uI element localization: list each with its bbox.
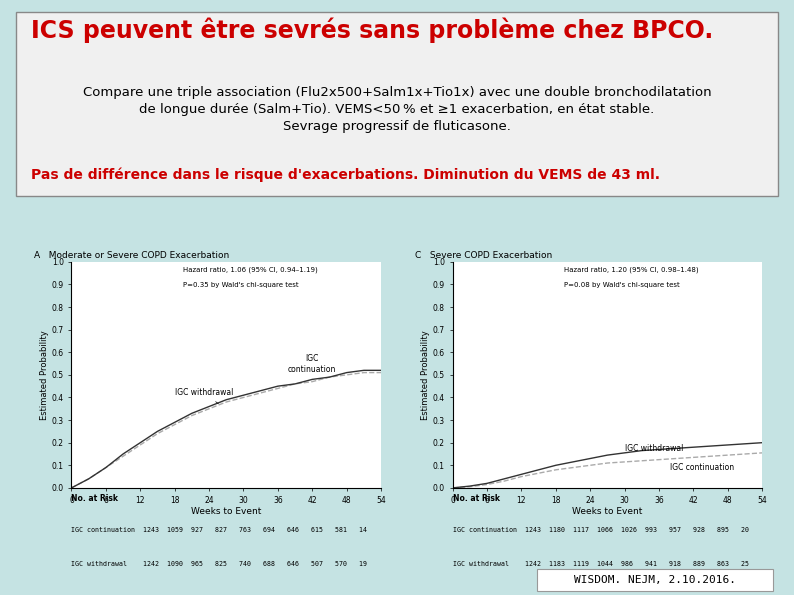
- Text: IGC continuation  1243  1059  927   827   763   694   646   615   581   14: IGC continuation 1243 1059 927 827 763 6…: [71, 527, 368, 533]
- Text: IGC continuation: IGC continuation: [670, 463, 734, 472]
- Text: IGC continuation  1243  1180  1117  1066  1026  993   957   928   895   20: IGC continuation 1243 1180 1117 1066 102…: [453, 527, 749, 533]
- X-axis label: Weeks to Event: Weeks to Event: [572, 508, 642, 516]
- Text: IGC withdrawal: IGC withdrawal: [625, 444, 683, 453]
- Y-axis label: Estimated Probability: Estimated Probability: [421, 330, 430, 419]
- Text: No. at Risk: No. at Risk: [453, 494, 499, 503]
- Text: IGC withdrawal: IGC withdrawal: [175, 388, 233, 403]
- Text: WISDOM. NEJM, 2.10.2016.: WISDOM. NEJM, 2.10.2016.: [574, 575, 736, 585]
- Text: Pas de différence dans le risque d'exacerbations. Diminution du VEMS de 43 ml.: Pas de différence dans le risque d'exace…: [31, 167, 660, 181]
- Text: ICS peuvent être sevrés sans problème chez BPCO.: ICS peuvent être sevrés sans problème ch…: [31, 17, 713, 43]
- Y-axis label: Estimated Probability: Estimated Probability: [40, 330, 49, 419]
- Text: IGC withdrawal    1242  1090  965   825   740   688   646   507   570   19: IGC withdrawal 1242 1090 965 825 740 688…: [71, 561, 368, 567]
- Text: IGC
continuation: IGC continuation: [288, 354, 337, 374]
- Text: P=0.08 by Wald's chi-square test: P=0.08 by Wald's chi-square test: [564, 282, 680, 288]
- Text: No. at Risk: No. at Risk: [71, 494, 118, 503]
- Text: Compare une triple association (Flu2x500+Salm1x+Tio1x) avec une double bronchodi: Compare une triple association (Flu2x500…: [83, 86, 711, 133]
- Text: P=0.35 by Wald's chi-square test: P=0.35 by Wald's chi-square test: [183, 282, 299, 288]
- Text: Hazard ratio, 1.20 (95% CI, 0.98–1.48): Hazard ratio, 1.20 (95% CI, 0.98–1.48): [564, 267, 699, 273]
- FancyBboxPatch shape: [537, 569, 773, 591]
- X-axis label: Weeks to Event: Weeks to Event: [191, 508, 261, 516]
- Text: IGC withdrawal    1242  1183  1119  1044  986   941   918   889   863   25: IGC withdrawal 1242 1183 1119 1044 986 9…: [453, 561, 749, 567]
- Text: A   Moderate or Severe COPD Exacerbation: A Moderate or Severe COPD Exacerbation: [34, 250, 229, 259]
- Text: C   Severe COPD Exacerbation: C Severe COPD Exacerbation: [415, 250, 553, 259]
- FancyBboxPatch shape: [16, 12, 778, 196]
- Text: Hazard ratio, 1.06 (95% CI, 0.94–1.19): Hazard ratio, 1.06 (95% CI, 0.94–1.19): [183, 267, 318, 273]
